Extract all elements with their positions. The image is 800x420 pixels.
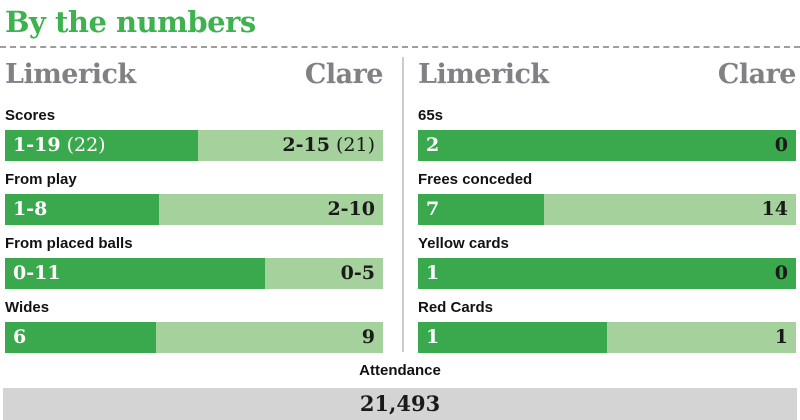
value-clare: 14 — [761, 198, 788, 220]
stat-block-from-play: From play 1-8 2-10 — [5, 172, 383, 225]
column-divider-line — [402, 57, 404, 352]
value-limerick: 1 — [426, 262, 440, 284]
value-clare: 2-15 (21) — [282, 134, 375, 156]
stat-bar: 2 0 — [418, 130, 796, 161]
value-clare: 0 — [774, 134, 788, 156]
value-limerick: 0-11 — [13, 262, 61, 284]
bar-fill-limerick — [5, 130, 199, 161]
stat-label: 65s — [418, 107, 444, 124]
stat-bar: 1 0 — [418, 258, 796, 289]
stats-column-left: Limerick Clare Scores 1-19 (22) 2-15 (21… — [5, 58, 384, 364]
value-limerick: 1 — [426, 326, 440, 348]
stat-block-yellow-cards: Yellow cards 1 0 — [418, 236, 796, 289]
title-divider-dashed-line — [0, 46, 800, 48]
stat-label: Scores — [5, 107, 56, 124]
stat-bar: 1-19 (22) 2-15 (21) — [5, 130, 383, 161]
stat-label: Wides — [5, 299, 50, 316]
team-name-limerick: Limerick — [5, 59, 136, 90]
stat-label: From play — [5, 171, 77, 188]
stat-block-65s: 65s 2 0 — [418, 108, 796, 161]
bar-fill-limerick — [5, 194, 159, 225]
stat-label: Frees conceded — [418, 171, 533, 188]
page-title: By the numbers — [5, 5, 256, 39]
stat-label: From placed balls — [5, 235, 133, 252]
stats-column-right: Limerick Clare 65s 2 0 Frees conceded 7 … — [418, 58, 797, 364]
value-clare: 0-5 — [340, 262, 375, 284]
column-header: Limerick Clare — [5, 58, 384, 108]
stat-bar: 1 1 — [418, 322, 796, 353]
value-clare: 1 — [774, 326, 788, 348]
team-name-clare: Clare — [717, 59, 797, 90]
bar-fill-limerick — [5, 258, 265, 289]
stat-block-frees-conceded: Frees conceded 7 14 — [418, 172, 796, 225]
value-limerick: 2 — [426, 134, 440, 156]
value-limerick: 7 — [426, 198, 440, 220]
bar-fill-limerick — [418, 322, 607, 353]
column-header: Limerick Clare — [418, 58, 797, 108]
value-clare: 0 — [774, 262, 788, 284]
stat-block-red-cards: Red Cards 1 1 — [418, 300, 796, 353]
value-limerick: 1-8 — [13, 198, 48, 220]
bar-fill-limerick — [5, 322, 157, 353]
attendance-label: Attendance — [359, 362, 441, 379]
value-clare: 9 — [361, 326, 375, 348]
team-name-clare: Clare — [304, 59, 384, 90]
attendance-bar: 21,493 — [3, 388, 797, 420]
stat-bar: 0-11 0-5 — [5, 258, 383, 289]
bar-fill-limerick — [418, 194, 544, 225]
bar-fill-limerick — [418, 258, 796, 289]
team-name-limerick: Limerick — [418, 59, 549, 90]
attendance-value: 21,493 — [359, 391, 441, 416]
stat-label: Yellow cards — [418, 235, 509, 252]
value-limerick: 6 — [13, 326, 27, 348]
stat-bar: 6 9 — [5, 322, 383, 353]
stat-block-from-placed-balls: From placed balls 0-11 0-5 — [5, 236, 383, 289]
value-limerick: 1-19 (22) — [13, 134, 106, 156]
stat-bar: 1-8 2-10 — [5, 194, 383, 225]
stat-label: Red Cards — [418, 299, 494, 316]
value-clare: 2-10 — [327, 198, 375, 220]
stat-bar: 7 14 — [418, 194, 796, 225]
bar-fill-limerick — [418, 130, 796, 161]
stat-block-wides: Wides 6 9 — [5, 300, 383, 353]
stat-block-scores: Scores 1-19 (22) 2-15 (21) — [5, 108, 383, 161]
